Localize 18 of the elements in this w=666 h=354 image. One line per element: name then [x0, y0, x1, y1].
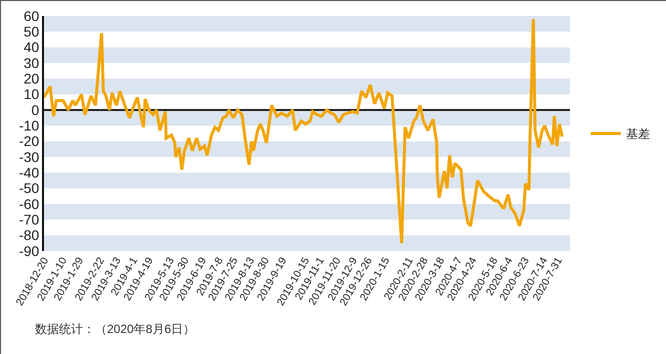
y-tick-label: 20 — [24, 70, 40, 87]
y-tick-label: 50 — [24, 24, 40, 40]
y-tick-label: -70 — [18, 212, 40, 228]
y-tick-label: 40 — [24, 39, 40, 56]
y-tick-label: -40 — [18, 164, 40, 181]
legend-label: 基差 — [626, 127, 650, 142]
y-tick-label: 60 — [24, 8, 40, 24]
y-tick-label: -90 — [18, 242, 40, 259]
y-tick-label: -20 — [18, 133, 40, 150]
y-tick-label: 0 — [31, 102, 40, 118]
y-tick-label: 10 — [24, 86, 40, 102]
y-tick-label: -30 — [18, 148, 40, 165]
y-tick-label: -50 — [18, 180, 40, 196]
y-tick-label: 30 — [24, 54, 40, 71]
y-tick-label: -80 — [18, 227, 40, 244]
text: 数据统计：（2020年8月6日） — [35, 322, 196, 336]
y-tick-label: -10 — [18, 118, 40, 134]
y-tick-label: -60 — [18, 196, 40, 212]
